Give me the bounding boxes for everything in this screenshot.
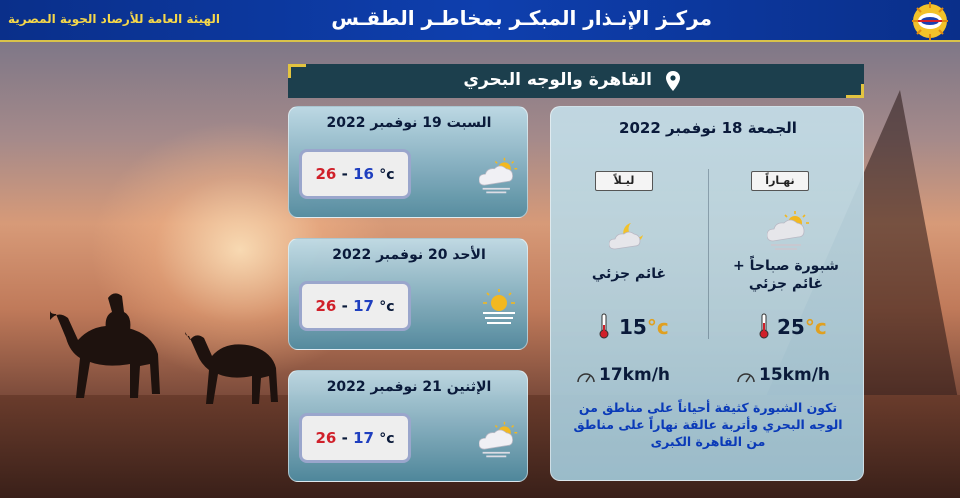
night-wind-unit: km/h <box>622 365 671 385</box>
night-temp-value: 15 <box>619 315 647 339</box>
wind-gauge-icon <box>577 373 595 383</box>
corner-decoration <box>288 64 306 78</box>
temp-separator: - <box>341 429 348 447</box>
max-temp: 26 <box>315 297 337 315</box>
temp-separator: - <box>341 165 348 183</box>
organization-name: الهيئة العامة للأرصاد الجوية المصرية <box>8 12 221 26</box>
min-temp: 16 <box>353 165 374 183</box>
forecast-date: الأحد 20 نوفمبر 2022 <box>332 247 486 263</box>
weather-description: تكون الشبورة كثيفة أحياناً على مناطق من … <box>573 400 843 449</box>
temp-unit: °c <box>379 431 395 447</box>
moon-cloud-icon <box>609 223 643 250</box>
sun-haze-icon <box>483 289 515 324</box>
temp-unit: °c <box>379 167 395 183</box>
max-temp: 26 <box>315 429 337 447</box>
night-condition: غائم جزئي <box>591 266 667 282</box>
forecast-card: الإثنين 21 نوفمبر 2022 26 - 17 °c <box>288 370 528 482</box>
forecast-date: السبت 19 نوفمبر 2022 <box>326 115 492 131</box>
day-wind-unit: km/h <box>782 365 831 385</box>
forecast-card: السبت 19 نوفمبر 2022 26 - 16 °c <box>288 106 528 218</box>
min-temp: 17 <box>353 429 374 447</box>
wind-gauge-icon <box>737 373 755 383</box>
day-wind-value: 15 <box>759 365 783 385</box>
night-label: ليـلاً <box>595 171 653 191</box>
header-bar: الهيئة العامة للأرصاد الجوية المصرية مرك… <box>0 0 960 42</box>
forecast-temperature-box: 26 - 17 °c <box>299 281 411 331</box>
location-pin-icon <box>666 71 680 91</box>
day-night-divider <box>708 169 709 339</box>
location-name: القاهرة والوجه البحري <box>463 70 652 90</box>
sun-cloud-fog-icon <box>479 157 518 194</box>
meteorological-authority-logo <box>912 2 948 40</box>
day-condition: شبورة صباحاً + غائم جزئي <box>733 258 839 292</box>
today-date: الجمعة 18 نوفمبر 2022 <box>619 119 797 137</box>
sun-cloud-fog-icon <box>479 421 518 458</box>
thermometer-icon <box>759 313 769 339</box>
day-label: نهـاراً <box>751 171 809 191</box>
day-temperature: 25°c <box>777 315 827 339</box>
forecast-card: الأحد 20 نوفمبر 2022 26 - 17 °c <box>288 238 528 350</box>
forecast-date: الإثنين 21 نوفمبر 2022 <box>326 379 492 395</box>
day-temp-value: 25 <box>777 315 805 339</box>
thermometer-icon <box>599 313 609 339</box>
location-bar: القاهرة والوجه البحري <box>288 64 864 98</box>
night-wind-value: 17 <box>599 365 623 385</box>
camels-silhouette <box>50 293 278 404</box>
min-temp: 17 <box>353 297 374 315</box>
temp-separator: - <box>341 297 348 315</box>
page-title: مركـز الإنـذار المبكـر بمخاطـر الطقـس <box>331 6 712 30</box>
night-temp-unit: °c <box>646 315 669 339</box>
day-wind: 15km/h <box>759 365 830 385</box>
max-temp: 26 <box>315 165 337 183</box>
temp-unit: °c <box>379 299 395 315</box>
today-card: الجمعة 18 نوفمبر 2022 نهـاراً شبورة صباح… <box>550 106 864 481</box>
corner-decoration <box>846 84 864 98</box>
sun-cloud-fog-icon <box>767 211 809 250</box>
night-temperature: 15°c <box>619 315 669 339</box>
night-wind: 17km/h <box>599 365 670 385</box>
day-temp-unit: °c <box>804 315 827 339</box>
forecast-temperature-box: 26 - 16 °c <box>299 149 411 199</box>
forecast-temperature-box: 26 - 17 °c <box>299 413 411 463</box>
